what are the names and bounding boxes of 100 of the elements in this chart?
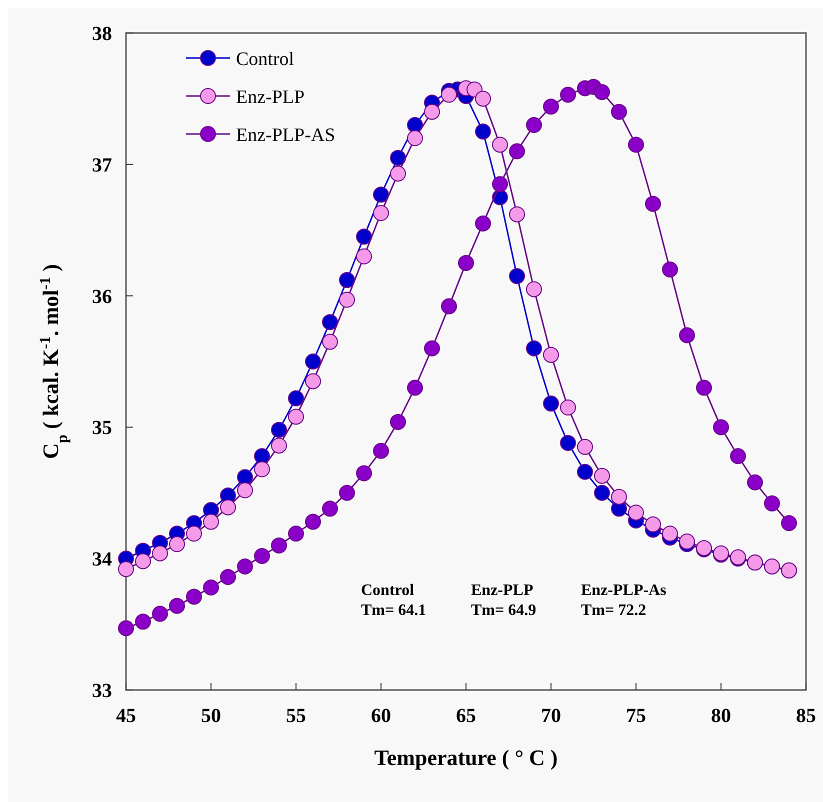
point — [322, 314, 338, 330]
x-tick-label: 75 — [626, 705, 646, 727]
point — [560, 399, 576, 416]
point — [560, 86, 576, 103]
point — [611, 104, 627, 120]
point — [305, 373, 321, 390]
point — [747, 474, 763, 490]
point — [696, 380, 712, 396]
point — [356, 465, 372, 482]
point — [390, 414, 406, 430]
point — [186, 588, 202, 605]
point — [713, 419, 729, 436]
x-tick-label: 55 — [286, 705, 306, 727]
point — [781, 515, 797, 532]
point — [373, 205, 389, 222]
point — [118, 620, 134, 636]
legend-label: Enz-PLP-AS — [236, 125, 336, 146]
point — [492, 176, 508, 192]
point — [322, 334, 338, 350]
point — [186, 526, 202, 542]
point — [543, 346, 559, 363]
point — [628, 136, 644, 153]
y-tick-label: 34 — [92, 548, 112, 571]
point — [339, 484, 355, 501]
point — [220, 568, 236, 585]
point — [509, 206, 525, 222]
point — [543, 98, 559, 115]
y-tick-label: 36 — [92, 286, 112, 308]
point — [390, 150, 406, 166]
point — [509, 143, 525, 160]
point — [407, 130, 423, 146]
point — [407, 380, 423, 396]
point — [526, 116, 542, 133]
point — [662, 262, 678, 278]
x-tick-label: 50 — [201, 705, 221, 727]
point — [475, 216, 491, 232]
point — [509, 268, 525, 284]
point — [271, 438, 287, 454]
point — [645, 516, 661, 532]
legend-label: Control — [236, 49, 294, 70]
point — [594, 84, 610, 100]
point — [441, 298, 457, 314]
point — [135, 614, 151, 630]
x-axis-title: Temperature ( ° C ) — [374, 745, 558, 770]
point — [305, 514, 321, 530]
point — [152, 606, 168, 622]
point — [577, 464, 593, 480]
point — [662, 526, 678, 542]
point — [237, 482, 253, 498]
point — [135, 553, 151, 570]
point — [152, 545, 168, 562]
point — [288, 526, 304, 542]
legend-label: Enz-PLP — [236, 87, 305, 108]
point — [390, 166, 406, 182]
point — [305, 354, 321, 370]
point — [492, 136, 508, 153]
point — [220, 499, 236, 516]
point — [169, 536, 185, 552]
point — [543, 396, 559, 412]
point — [526, 281, 542, 298]
point — [203, 580, 219, 596]
point — [424, 104, 440, 120]
point — [203, 514, 219, 530]
point — [560, 434, 576, 451]
point — [475, 90, 491, 107]
point — [254, 548, 270, 564]
point — [118, 561, 134, 578]
point — [169, 598, 185, 614]
point — [271, 422, 287, 438]
point — [577, 438, 593, 455]
point — [237, 469, 253, 486]
annotation: Enz-PLP Tm= 64.9 — [471, 582, 536, 619]
point — [237, 558, 253, 574]
y-tick-label: 37 — [92, 154, 112, 176]
point — [441, 86, 457, 103]
point — [271, 537, 287, 554]
point — [475, 124, 491, 140]
point — [373, 442, 389, 459]
point — [730, 448, 746, 464]
point — [764, 495, 780, 512]
point — [594, 468, 610, 484]
annotation: Enz-PLP-As Tm= 72.2 — [581, 582, 666, 619]
x-tick-label: 65 — [456, 705, 476, 727]
y-tick-label: 35 — [92, 417, 112, 440]
point — [288, 408, 304, 425]
point — [288, 390, 304, 406]
y-tick-label: 33 — [92, 680, 112, 702]
x-tick-label: 70 — [541, 705, 561, 727]
point — [628, 504, 644, 521]
point — [679, 327, 695, 344]
point — [339, 272, 355, 288]
point — [339, 292, 355, 308]
point — [322, 500, 338, 517]
x-tick-label: 45 — [116, 705, 136, 727]
point — [458, 254, 474, 271]
point — [526, 340, 542, 356]
point — [356, 248, 372, 264]
y-tick-label: 38 — [92, 23, 112, 45]
point — [594, 484, 610, 501]
point — [424, 340, 440, 356]
